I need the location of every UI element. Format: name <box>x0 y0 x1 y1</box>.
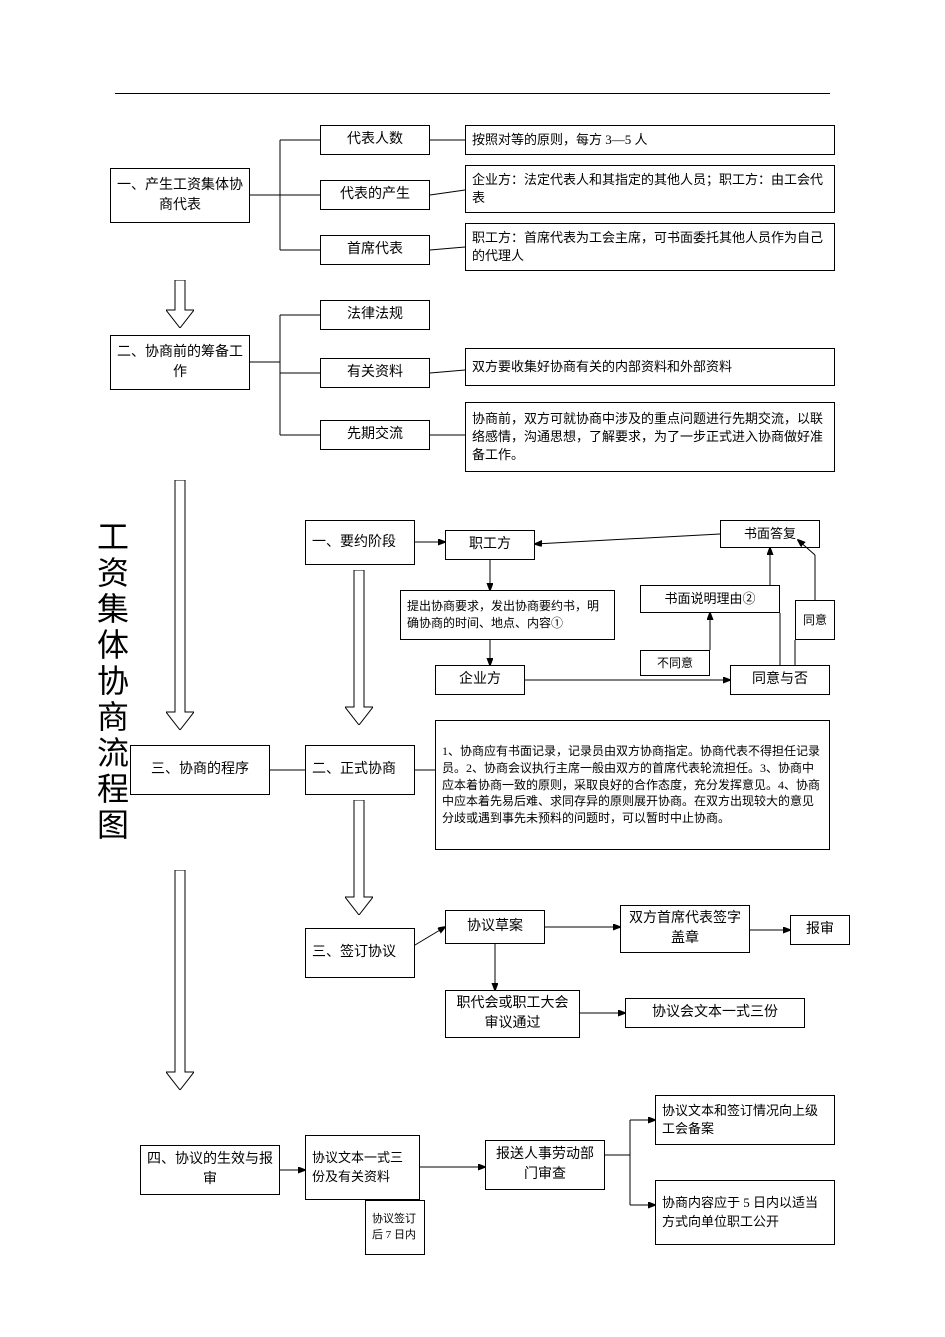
p1-worker: 职工方 <box>445 530 535 560</box>
s4-note: 协议签订后 7 日内 <box>365 1200 425 1255</box>
p3-submit: 报审 <box>790 915 850 945</box>
p3-draft: 协议草案 <box>445 910 545 944</box>
s4-review: 报送人事劳动部门审查 <box>485 1140 605 1190</box>
arrow-p1-p2 <box>345 570 373 725</box>
s4-main: 四、协议的生效与报审 <box>140 1145 280 1195</box>
s2-detail-0: 双方要收集好协商有关的内部资料和外部资料 <box>465 348 835 386</box>
p3-label: 三、签订协议 <box>305 928 415 978</box>
s2-item-0: 法律法规 <box>320 300 430 330</box>
p3-sign: 双方首席代表签字盖章 <box>620 905 750 953</box>
s2-detail-1: 协商前，双方可就协商中涉及的重点问题进行先期交流，以联络感情，沟通思想，了解要求… <box>465 402 835 472</box>
s4-out1: 协议文本和签订情况向上级工会备案 <box>655 1095 835 1145</box>
arrow-s1-s2 <box>166 280 194 328</box>
s2-main: 二、协商前的筹备工作 <box>110 335 250 390</box>
p1-agree: 同意 <box>795 600 835 640</box>
p1-disagree: 不同意 <box>640 650 710 676</box>
s2-item-1: 有关资料 <box>320 358 430 388</box>
arrow-p2-p3 <box>345 800 373 915</box>
p1-request: 提出协商要求，发出协商要约书，明确协商的时间、地点、内容① <box>400 590 615 640</box>
s3-main: 三、协商的程序 <box>130 745 270 795</box>
arrow-s3-s4 <box>166 870 194 1090</box>
s1-detail-0: 按照对等的原则，每方 3—5 人 <box>465 125 835 155</box>
p1-company: 企业方 <box>435 665 525 695</box>
s1-item-0: 代表人数 <box>320 125 430 155</box>
page-title: 工资集体协商流程图 <box>88 520 134 844</box>
p2-detail: 1、协商应有书面记录，记录员由双方协商指定。协商代表不得担任记录员。2、协商会议… <box>435 720 830 850</box>
p3-congress: 职代会或职工大会审议通过 <box>445 990 580 1038</box>
s1-main: 一、产生工资集体协商代表 <box>110 168 250 223</box>
s1-item-1: 代表的产生 <box>320 180 430 210</box>
s4-out2: 协商内容应于 5 日内以适当方式向单位职工公开 <box>655 1180 835 1245</box>
p1-agree-or-not: 同意与否 <box>730 665 830 695</box>
s2-item-2: 先期交流 <box>320 420 430 450</box>
p1-label: 一、要约阶段 <box>305 520 415 565</box>
s1-detail-2: 职工方：首席代表为工会主席，可书面委托其他人员作为自己的代理人 <box>465 223 835 271</box>
p1-reply: 书面答复 <box>720 520 820 548</box>
p2-label: 二、正式协商 <box>305 745 415 795</box>
s4-copies: 协议文本一式三份及有关资料 <box>305 1135 420 1200</box>
p3-copies: 协议会文本一式三份 <box>625 998 805 1028</box>
s1-detail-1: 企业方：法定代表人和其指定的其他人员；职工方：由工会代表 <box>465 165 835 213</box>
p1-reason: 书面说明理由② <box>640 585 780 613</box>
s1-item-2: 首席代表 <box>320 235 430 265</box>
arrow-s2-s3 <box>166 480 194 730</box>
top-rule <box>115 93 830 94</box>
